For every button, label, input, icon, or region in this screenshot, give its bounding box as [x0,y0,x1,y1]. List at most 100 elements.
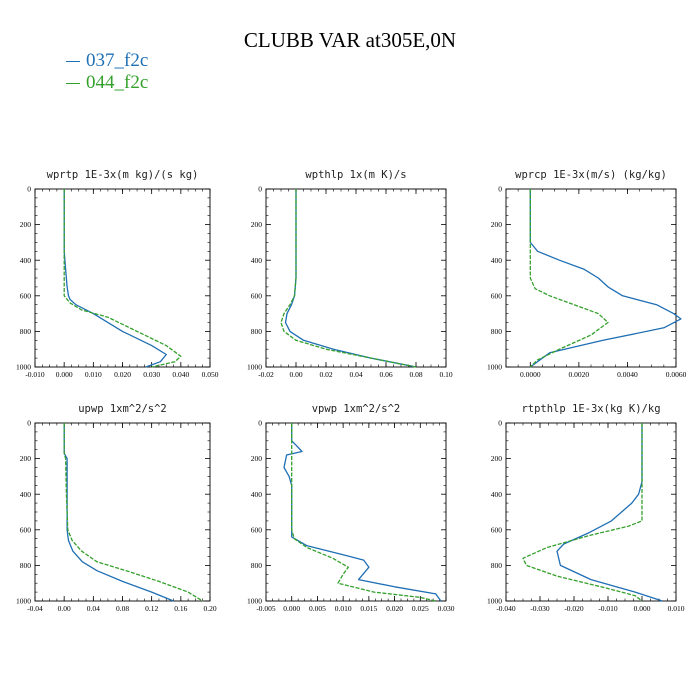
chart-3-xtick-label: 0.20 [203,604,216,613]
chart-1-xtick-label: 0.06 [379,370,392,379]
chart-2-ytick-label: 1000 [487,363,502,372]
chart-1-ytick-label: 0 [258,185,262,194]
chart-3-xtick-label: 0.04 [87,604,100,613]
legend-swatch-037 [66,61,80,63]
chart-4-title: vpwp 1xm^2/s^2 [312,403,401,415]
chart-0-ytick-label: 200 [20,220,32,229]
chart-0-ytick-label: 400 [20,256,32,265]
chart-1-xtick-label: 0.00 [289,370,302,379]
chart-3-ytick-label: 200 [20,454,32,463]
chart-1-xtick-label: 0.04 [349,370,362,379]
chart-1-ytick-label: 200 [251,220,263,229]
chart-5-ytick-label: 600 [491,525,503,534]
chart-2-ytick-label: 600 [491,291,503,300]
chart-1-title: wpthlp 1x(m K)/s [305,169,406,181]
chart-1-xtick-label: -0.02 [258,370,274,379]
chart-3-ytick-label: 0 [27,419,31,428]
chart-1-ytick-label: 800 [251,327,263,336]
chart-0-ytick-label: 600 [20,291,32,300]
chart-4-xtick-label: 0.000 [283,604,300,613]
chart-3-frame [34,422,211,602]
chart-3-xtick-label: 0.16 [174,604,187,613]
chart-3-title: upwp 1xm^2/s^2 [78,403,167,415]
chart-1-ytick-label: 400 [251,256,263,265]
legend-item-044: 044_f2c [66,72,148,94]
chart-3-xtick-label: -0.04 [27,604,43,613]
chart-0-xtick-label: 0.050 [202,370,219,379]
chart-2-series-0-line [529,189,682,368]
chart-4-xtick-label: 0.020 [386,604,403,613]
chart-4-xtick-label: 0.030 [438,604,455,613]
chart-3-ytick-label: 1000 [16,597,31,606]
chart-1-ytick-label: 1000 [247,363,262,372]
chart-1-xtick-label: 0.02 [319,370,332,379]
chart-3-xtick-label: 0.00 [58,604,71,613]
chart-4-xtick-label: -0.005 [256,604,276,613]
chart-0-frame [34,188,211,368]
chart-2-frame [505,188,677,368]
chart-4-xtick-label: 0.010 [335,604,352,613]
legend-label-044: 044_f2c [86,72,149,93]
chart-5-series-0-line [556,423,663,602]
chart-5-xtick-label: -0.010 [598,604,618,613]
chart-2-title: wprcp 1E-3x(m/s) (kg/kg) [515,169,667,181]
chart-0-title: wprtp 1E-3x(m kg)/(s kg) [47,169,199,181]
chart-1-frame [265,188,447,368]
chart-0-xtick-label: 0.010 [85,370,102,379]
chart-2-xtick-label: 0.0060 [666,370,687,379]
chart-4-ytick-label: 400 [251,490,263,499]
legend-swatch-044 [66,83,80,85]
chart-3-ytick-label: 800 [20,561,32,570]
chart-1-series-0-line [284,189,417,368]
chart-0-xtick-label: 0.030 [143,370,160,379]
chart-1-xtick-label: 0.10 [439,370,452,379]
chart-3-xtick-label: 0.08 [116,604,129,613]
legend-label-037: 037_f2c [86,50,149,71]
chart-0-xtick-label: -0.010 [25,370,45,379]
chart-5-ytick-label: 400 [491,490,503,499]
chart-4-ytick-label: 1000 [247,597,262,606]
figure-title: CLUBB VAR at305E,0N [243,28,457,52]
chart-3-ytick-label: 400 [20,490,32,499]
chart-3-ytick-label: 600 [20,525,32,534]
chart-5-series-1-line [522,423,643,602]
chart-2-xtick-label: 0.0040 [617,370,638,379]
chart-1-series-1-line [280,189,417,368]
chart-5-ytick-label: 800 [491,561,503,570]
chart-0-xtick-label: 0.000 [56,370,73,379]
chart-5-frame [505,422,677,602]
chart-3-xtick-label: 0.12 [145,604,158,613]
chart-4-series-0-line [283,423,442,602]
chart-2-ytick-label: 0 [498,185,502,194]
chart-3-series-1-line [63,423,204,602]
chart-4-xtick-label: 0.005 [309,604,326,613]
chart-5-ytick-label: 200 [491,454,503,463]
chart-2-xtick-label: 0.0020 [569,370,590,379]
chart-5-xtick-label: -0.020 [564,604,584,613]
chart-2-ytick-label: 800 [491,327,503,336]
legend-item-037: 037_f2c [66,50,148,72]
chart-4-xtick-label: 0.025 [412,604,429,613]
chart-0-ytick-label: 800 [20,327,32,336]
chart-4-ytick-label: 600 [251,525,263,534]
chart-2-xtick-label: 0.0000 [520,370,541,379]
chart-0-ytick-label: 0 [27,185,31,194]
chart-5-xtick-label: 0.010 [668,604,685,613]
chart-0-xtick-label: 0.040 [172,370,189,379]
chart-5-xtick-label: -0.040 [496,604,516,613]
chart-2-ytick-label: 400 [491,256,503,265]
chart-5-xtick-label: 0.000 [634,604,651,613]
chart-0-series-0-line [63,189,167,368]
chart-4-ytick-label: 0 [258,419,262,428]
chart-0-xtick-label: 0.020 [114,370,131,379]
chart-5-title: rtpthlp 1E-3x(kg K)/kg [521,403,660,415]
chart-0-ytick-label: 1000 [16,363,31,372]
legend: 037_f2c 044_f2c [66,50,148,94]
chart-5-ytick-label: 1000 [487,597,502,606]
chart-4-ytick-label: 200 [251,454,263,463]
chart-5-ytick-label: 0 [498,419,502,428]
chart-4-ytick-label: 800 [251,561,263,570]
chart-2-series-1-line [529,189,609,368]
chart-1-xtick-label: 0.08 [409,370,422,379]
